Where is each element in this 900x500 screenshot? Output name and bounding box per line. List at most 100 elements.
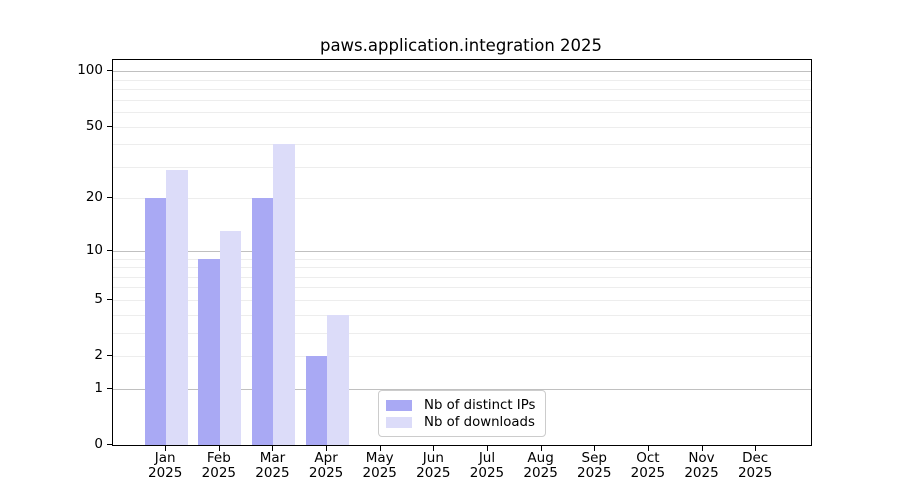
x-tick-mar [272, 446, 274, 451]
x-tick-label-year: 2025 [469, 465, 505, 481]
x-tick-label-may: May 2025 [352, 451, 408, 481]
x-tick-label-month: Feb [206, 450, 231, 466]
y-tick-10 [107, 249, 112, 251]
x-tick-label-month: Jul [478, 450, 496, 466]
gridline-y-2 [113, 356, 811, 358]
bar-feb-distinct-ips [198, 258, 220, 445]
chart-title: paws.application.integration 2025 [319, 36, 603, 55]
x-tick-label-year: 2025 [523, 465, 558, 481]
x-tick-label-year: 2025 [148, 465, 183, 481]
gridline-y-8 [113, 267, 811, 269]
y-tick-5 [107, 298, 112, 300]
legend-label-downloads: Nb of downloads [424, 415, 535, 430]
gridline-y-10 [113, 250, 811, 252]
y-tick-1 [107, 387, 112, 389]
x-tick-dec [755, 446, 757, 451]
x-tick-label-jun: Jun 2025 [405, 451, 461, 481]
gridline-y-90 [113, 79, 811, 81]
gridline-y-3 [113, 332, 811, 334]
gridline-y-7 [113, 276, 811, 278]
plot-area [112, 59, 812, 446]
x-tick-label-year: 2025 [201, 465, 236, 481]
x-tick-label-month: Jun [422, 450, 444, 466]
legend-item-distinct-ips: Nb of distinct IPs [386, 397, 537, 414]
bar-apr-downloads [327, 314, 349, 445]
x-tick-label-dec: Dec 2025 [727, 451, 783, 481]
x-tick-label-month: Jan [154, 450, 176, 466]
gridline-y-6 [113, 287, 811, 289]
bar-feb-downloads [219, 231, 242, 445]
y-tick-label-0: 0 [94, 436, 103, 452]
legend-swatch-distinct-ips [386, 400, 412, 411]
bar-mar-distinct-ips [251, 198, 274, 445]
y-tick-50 [107, 125, 112, 127]
y-tick-0 [107, 444, 112, 445]
legend-item-downloads: Nb of downloads [386, 414, 537, 431]
bar-mar-downloads [273, 144, 295, 445]
x-tick-jul [486, 446, 488, 451]
x-tick-label-year: 2025 [577, 465, 612, 481]
x-tick-label-year: 2025 [255, 465, 290, 481]
x-tick-nov [701, 446, 703, 451]
x-tick-label-month: Oct [636, 450, 660, 466]
x-tick-label-year: 2025 [362, 465, 397, 481]
y-tick-label-20: 20 [85, 189, 103, 206]
x-tick-label-jan: Jan 2025 [137, 451, 193, 481]
gridline-y-70 [113, 99, 811, 101]
x-tick-label-jul: Jul 2025 [459, 451, 515, 481]
x-tick-sep [594, 446, 596, 451]
x-tick-label-year: 2025 [630, 465, 666, 481]
x-tick-label-apr: Apr 2025 [298, 451, 354, 481]
x-tick-label-mar: Mar 2025 [244, 451, 300, 481]
x-tick-jan [165, 446, 167, 451]
y-tick-20 [107, 197, 112, 199]
x-tick-label-month: Nov [688, 450, 715, 466]
y-tick-label-1: 1 [94, 379, 103, 396]
bar-jan-distinct-ips [144, 198, 167, 445]
gridline-y-9 [113, 258, 811, 260]
legend: Nb of distinct IPs Nb of downloads [378, 390, 546, 437]
x-tick-apr [326, 446, 328, 451]
x-tick-feb [218, 446, 220, 451]
x-tick-label-year: 2025 [684, 465, 719, 481]
x-tick-label-month: Aug [527, 450, 554, 466]
x-tick-label-year: 2025 [308, 465, 344, 481]
y-tick-label-5: 5 [94, 290, 103, 307]
legend-swatch-downloads [386, 417, 412, 428]
gridline-y-60 [113, 112, 811, 114]
x-tick-label-month: May [365, 450, 394, 466]
gridline-y-40 [113, 144, 811, 146]
gridline-y-30 [113, 166, 811, 168]
x-tick-label-month: Dec [742, 450, 769, 466]
x-tick-label-month: Apr [314, 450, 338, 466]
y-tick-label-2: 2 [94, 347, 103, 364]
gridline-y-100 [113, 71, 811, 73]
x-tick-label-sep: Sep 2025 [566, 451, 622, 481]
x-tick-label-month: Sep [581, 450, 607, 466]
y-tick-100 [107, 70, 112, 72]
x-tick-jun [433, 446, 435, 451]
y-tick-label-50: 50 [85, 117, 103, 134]
bar-apr-distinct-ips [305, 356, 328, 445]
x-tick-label-nov: Nov 2025 [674, 451, 730, 481]
x-tick-aug [540, 446, 542, 451]
x-tick-label-oct: Oct 2025 [620, 451, 676, 481]
gridline-y-80 [113, 89, 811, 91]
y-tick-label-100: 100 [77, 62, 103, 79]
y-tick-2 [107, 355, 112, 357]
gridline-y-1 [113, 388, 811, 390]
x-tick-label-feb: Feb 2025 [191, 451, 247, 481]
gridline-y-4 [113, 314, 811, 316]
gridline-y-5 [113, 299, 811, 301]
x-tick-label-aug: Aug 2025 [513, 451, 569, 481]
x-tick-oct [647, 446, 649, 451]
x-tick-may [379, 446, 381, 451]
x-tick-label-year: 2025 [737, 465, 773, 481]
legend-label-distinct-ips: Nb of distinct IPs [424, 398, 536, 413]
gridline-y-20 [113, 198, 811, 200]
x-tick-label-month: Mar [259, 450, 286, 466]
y-tick-label-10: 10 [85, 241, 103, 258]
gridline-y-50 [113, 126, 811, 128]
bar-jan-downloads [166, 169, 188, 445]
